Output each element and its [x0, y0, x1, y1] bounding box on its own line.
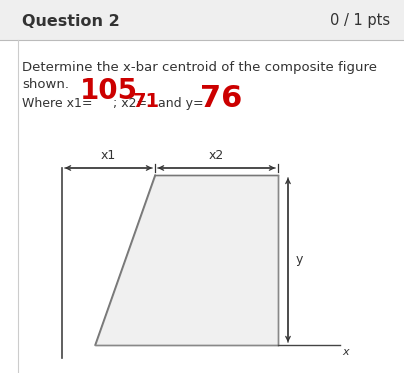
Text: x: x	[342, 347, 349, 357]
Text: 71: 71	[133, 92, 160, 111]
Bar	[0, 0, 404, 40]
Text: shown.: shown.	[22, 78, 69, 91]
Text: x2: x2	[209, 149, 224, 162]
Polygon shape	[95, 175, 278, 345]
Text: Where x1=: Where x1=	[22, 97, 93, 110]
Text: ; x2=: ; x2=	[113, 97, 147, 110]
Text: 105: 105	[80, 77, 138, 105]
Text: 0 / 1 pts: 0 / 1 pts	[330, 13, 390, 28]
Text: Determine the x-bar centroid of the composite figure: Determine the x-bar centroid of the comp…	[22, 62, 377, 75]
Text: 76: 76	[200, 84, 242, 113]
Text: x1: x1	[101, 149, 116, 162]
Text: y: y	[296, 254, 303, 266]
Text: and y=: and y=	[158, 97, 204, 110]
Text: Question 2: Question 2	[22, 13, 120, 28]
